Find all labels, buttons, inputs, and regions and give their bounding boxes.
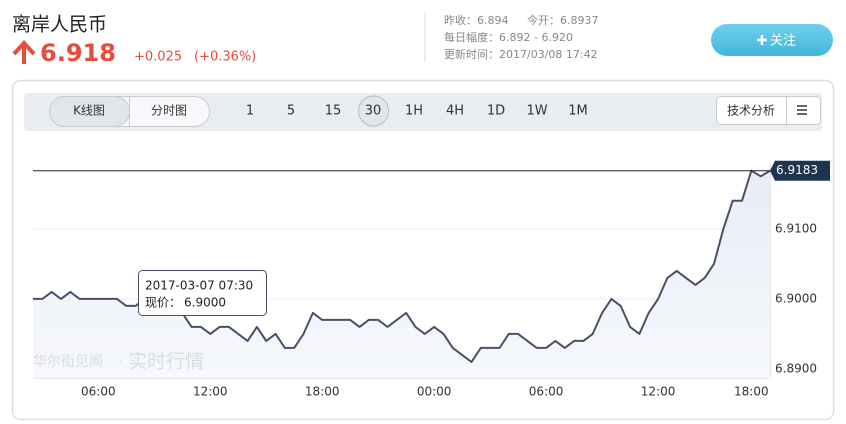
x-tick-label: 06:00 xyxy=(529,385,564,399)
analysis-group xyxy=(716,96,821,125)
x-tick-label: 18:00 xyxy=(734,385,769,399)
period[interactable]: 15 xyxy=(325,104,342,119)
period[interactable]: 1 xyxy=(246,104,254,119)
day-range: 每日幅度：6.892 - 6.920 xyxy=(444,30,573,44)
current-price-label: 6.9183 xyxy=(776,163,818,177)
watermark-subtitle: 实时行情 xyxy=(128,351,204,373)
tooltip-label: 现价： xyxy=(145,296,181,310)
chart-mode[interactable]: K线图 xyxy=(73,104,105,118)
change-percent: (+0.36%) xyxy=(194,50,256,65)
watermark-brand: 华尔街见闻 xyxy=(33,354,103,370)
toolbar xyxy=(24,93,822,131)
x-tick-label: 00:00 xyxy=(417,385,452,399)
period[interactable]: 30 xyxy=(365,104,382,119)
period[interactable]: 1H xyxy=(405,104,423,119)
y-tick-label: 6.9000 xyxy=(775,291,817,305)
change: +0.025 xyxy=(134,50,182,65)
y-tick-label: 6.8900 xyxy=(775,361,817,375)
watermark-sep: · xyxy=(118,354,122,370)
title: 离岸人民币 xyxy=(12,14,107,36)
prev-close: 昨收：6.894 xyxy=(444,13,509,27)
x-tick-label: 12:00 xyxy=(641,385,676,399)
x-tick-label: 06:00 xyxy=(81,385,116,399)
period[interactable]: 4H xyxy=(446,104,464,119)
follow-button[interactable] xyxy=(711,24,833,56)
chart-mode[interactable]: 分时图 xyxy=(151,104,187,118)
up-arrow xyxy=(12,40,36,64)
follow-label[interactable]: 关注 xyxy=(770,34,796,49)
analysis-button[interactable]: 技术分析 xyxy=(727,104,775,118)
x-tick-label: 18:00 xyxy=(305,385,340,399)
period-selected xyxy=(358,95,389,127)
menu-icon[interactable] xyxy=(797,105,807,115)
price: 6.918 xyxy=(40,39,116,67)
watermark: 华尔街见闻 · 实时行情 xyxy=(33,351,204,373)
updated: 更新时间：2017/03/08 17:42 xyxy=(444,47,598,61)
tooltip-box xyxy=(138,270,267,316)
x-tick-label: 12:00 xyxy=(193,385,228,399)
plus-icon xyxy=(757,35,767,45)
period[interactable]: 5 xyxy=(287,104,295,119)
period[interactable]: 1M xyxy=(568,104,588,119)
tooltip-value: 6.9000 xyxy=(184,296,226,310)
open: 今开：6.8937 xyxy=(527,13,599,27)
current-price-tag xyxy=(770,160,830,181)
y-tick-label: 6.9100 xyxy=(775,221,817,235)
period[interactable]: 1W xyxy=(526,104,547,119)
area xyxy=(33,170,770,378)
tooltip-time: 2017-03-07 07:30 xyxy=(145,279,253,293)
period[interactable]: 1D xyxy=(487,104,505,119)
